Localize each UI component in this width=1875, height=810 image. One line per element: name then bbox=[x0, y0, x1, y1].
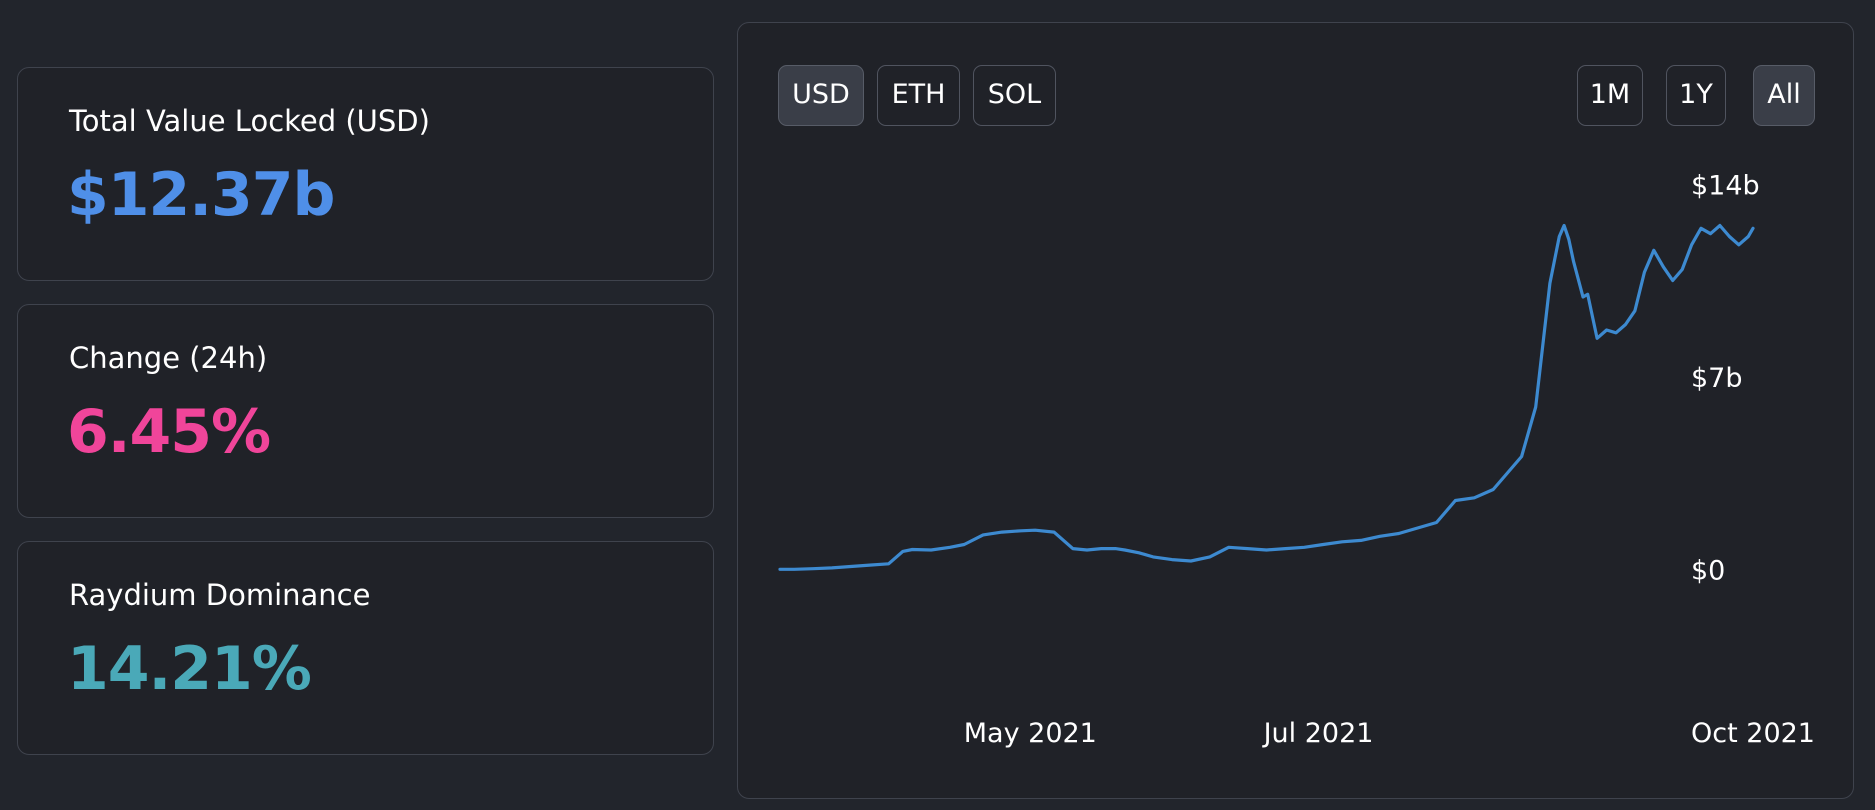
tvl-label: Total Value Locked (USD) bbox=[69, 104, 430, 138]
range-all-button[interactable]: All bbox=[1753, 65, 1815, 126]
range-1y-button[interactable]: 1Y bbox=[1666, 65, 1726, 126]
change-value: 6.45% bbox=[67, 397, 271, 467]
y-tick-label-7b: $7b bbox=[1691, 363, 1743, 394]
dominance-card: Raydium Dominance 14.21% bbox=[17, 541, 714, 755]
tvl-line-chart: $14b $7b $0 May 2021 Jul 2021 Oct 2021 bbox=[778, 171, 1815, 749]
dominance-label: Raydium Dominance bbox=[69, 578, 371, 612]
dominance-value: 14.21% bbox=[67, 634, 312, 704]
y-tick-label-0: $0 bbox=[1691, 556, 1725, 587]
tvl-value: $12.37b bbox=[67, 160, 335, 230]
change-card: Change (24h) 6.45% bbox=[17, 304, 714, 518]
x-tick-label-may-2021: May 2021 bbox=[964, 718, 1097, 749]
range-1m-button[interactable]: 1M bbox=[1577, 65, 1643, 126]
tvl-chart-panel: USD ETH SOL 1M 1Y All $14b $7b $0 May 20… bbox=[737, 22, 1854, 799]
x-tick-label-jul-2021: Jul 2021 bbox=[1262, 718, 1374, 749]
currency-sol-button[interactable]: SOL bbox=[973, 65, 1056, 126]
tvl-series-line bbox=[778, 223, 1755, 571]
tvl-card: Total Value Locked (USD) $12.37b bbox=[17, 67, 714, 281]
x-tick-label-oct-2021: Oct 2021 bbox=[1691, 718, 1815, 749]
currency-eth-button[interactable]: ETH bbox=[877, 65, 960, 126]
y-tick-label-14b: $14b bbox=[1691, 171, 1760, 202]
currency-usd-button[interactable]: USD bbox=[778, 65, 864, 126]
change-label: Change (24h) bbox=[69, 341, 268, 375]
